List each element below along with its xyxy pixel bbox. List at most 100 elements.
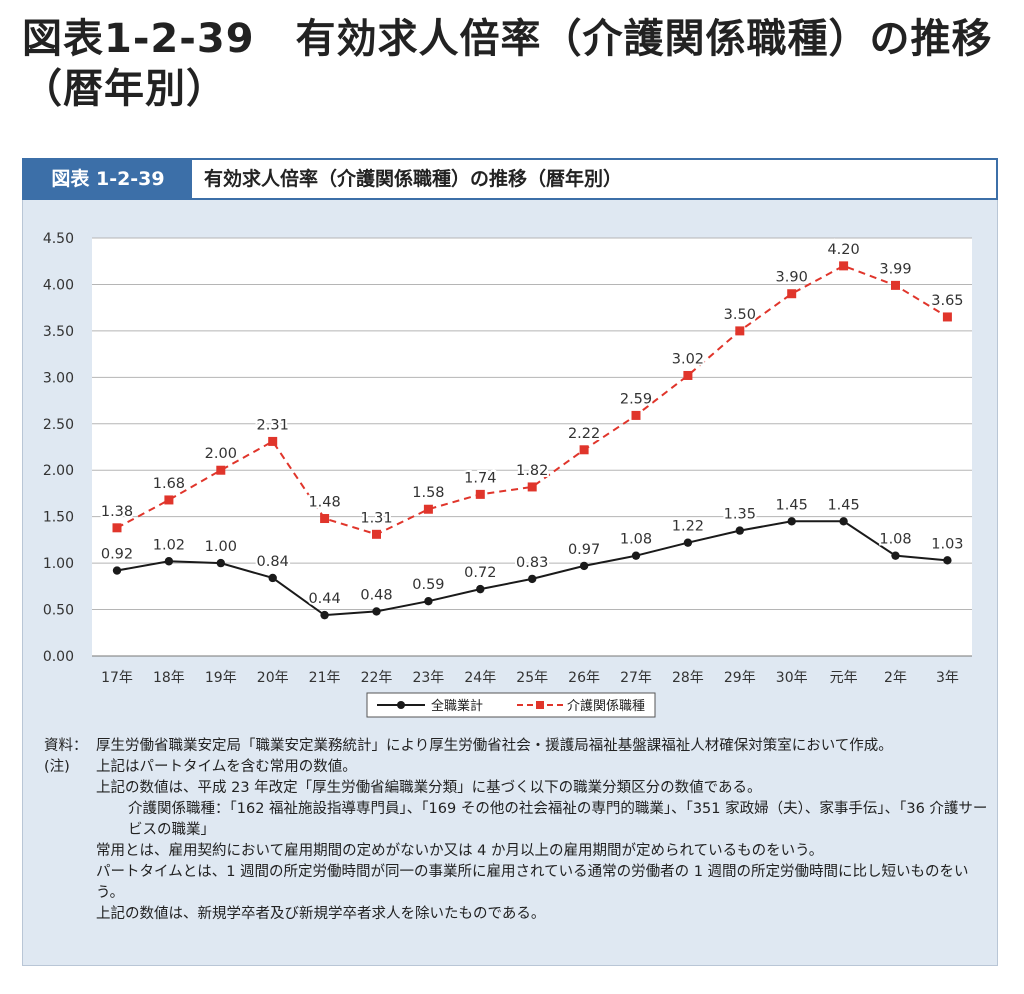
data-point-circle (943, 556, 952, 565)
series-line-2 (116, 264, 948, 536)
data-point-square (527, 482, 537, 492)
y-tick-label: 4.50 (43, 231, 74, 247)
data-label: 3.65 (931, 293, 963, 309)
source-head: 資料： (44, 738, 88, 754)
data-label: 0.83 (516, 555, 548, 571)
data-label: 1.03 (931, 536, 963, 552)
x-tick-label: 24年 (464, 670, 496, 686)
data-point-square (112, 523, 122, 533)
data-point-square (683, 370, 693, 380)
note-head: (注) (44, 759, 70, 775)
x-tick-label: 23年 (412, 670, 444, 686)
data-label: 0.92 (101, 547, 133, 563)
data-label: 2.22 (568, 426, 600, 442)
data-point-square (942, 312, 952, 322)
data-point-circle (787, 517, 796, 526)
data-label: 3.90 (776, 270, 808, 286)
source-body: 厚生労働省職業安定局「職業安定業務統計」により厚生労働省社会・援護局福祉基盤課福… (96, 738, 893, 754)
source-note: 資料： 厚生労働省職業安定局「職業安定業務統計」により厚生労働省社会・援護局福祉… (44, 736, 994, 757)
data-label: 1.38 (101, 504, 133, 520)
data-point-circle (164, 557, 174, 566)
x-tick-label: 30年 (776, 670, 808, 686)
data-label: 0.97 (568, 542, 600, 558)
chart-area: 0.00 0.50 1.00 1.50 2.00 2.50 3.00 3.50 4.00 4.50… (22, 204, 998, 724)
page-title: 図表1-2-39 有効求人倍率（介護関係職種）の推移（暦年別） (22, 16, 993, 112)
x-tick-label: 3年 (936, 670, 959, 686)
data-point-circle (839, 517, 848, 526)
data-label: 3.99 (879, 261, 911, 277)
x-tick-label: 21年 (309, 670, 341, 686)
x-tick-label: 26年 (568, 670, 600, 686)
data-point-square (787, 289, 797, 299)
data-point-square (423, 504, 433, 514)
x-tick-label: 28年 (672, 670, 704, 686)
note-6: 上記の数値は、新規学卒者及び新規学卒者求人を除いたものである。 (96, 906, 546, 922)
figure-caption: 有効求人倍率（介護関係職種）の推移（暦年別） (204, 168, 623, 190)
data-label: 1.58 (412, 485, 444, 501)
data-label: 1.02 (153, 537, 185, 553)
data-point-circle (579, 561, 589, 571)
data-point-circle (320, 610, 329, 620)
y-tick-label: 1.50 (43, 510, 74, 526)
data-label: 2.00 (205, 446, 237, 462)
data-label: 3.50 (724, 307, 756, 323)
data-point-square (891, 280, 900, 290)
data-label: 1.45 (827, 497, 859, 513)
y-tick-label: 2.50 (43, 417, 74, 433)
legend-label-2: 介護関係職種 (567, 698, 645, 714)
plot-background (92, 238, 972, 656)
y-tick-label: 3.00 (43, 370, 74, 386)
legend-marker-1 (397, 701, 405, 709)
data-label: 2.31 (257, 417, 289, 433)
data-point-circle (891, 551, 900, 560)
data-label: 2.59 (620, 391, 652, 407)
x-tick-label: 元年 (830, 670, 858, 686)
data-point-circle (268, 573, 277, 583)
y-tick-label: 2.00 (43, 463, 74, 479)
x-tick-label: 29年 (724, 670, 756, 686)
data-point-circle (683, 538, 693, 547)
data-point-circle (216, 558, 225, 568)
data-label: 0.84 (257, 554, 289, 570)
x-tick-label: 20年 (257, 670, 289, 686)
y-tick-label: 4.00 (43, 277, 74, 293)
x-tick-label: 27年 (620, 670, 652, 686)
data-point-circle (735, 526, 744, 535)
data-point-circle (476, 584, 485, 594)
data-label: 0.48 (360, 587, 392, 603)
notes: 資料： 厚生労働省職業安定局「職業安定業務統計」により厚生労働省社会・援護局福祉… (44, 736, 994, 925)
data-label: 1.08 (879, 532, 911, 548)
x-tick-label: 17年 (101, 670, 133, 686)
data-label: 1.35 (724, 507, 756, 523)
figure-number: 図表 1-2-39 (24, 160, 192, 198)
note-5: パートタイムとは、1 週間の所定労働時間が同一の事業所に雇用されている通常の労働… (96, 864, 969, 901)
line-chart: 0.00 0.50 1.00 1.50 2.00 2.50 3.00 3.50 4.00 4.50… (43, 231, 972, 718)
data-point-circle (112, 566, 122, 575)
data-label: 0.44 (308, 591, 340, 607)
x-tick-label: 18年 (153, 670, 185, 686)
data-point-square (320, 514, 330, 524)
data-label: 1.74 (464, 470, 496, 486)
data-label: 1.08 (620, 532, 652, 548)
data-label: 0.59 (412, 577, 444, 593)
data-point-square (631, 410, 641, 420)
y-tick-label: 1.00 (43, 556, 74, 572)
legend-marker-2 (536, 701, 544, 709)
note-2: 上記の数値は、平成 23 年改定「厚生労働省編職業分類」に基づく以下の職業分類区… (96, 780, 762, 796)
data-point-square (475, 489, 485, 499)
data-label: 1.45 (776, 497, 808, 513)
data-label: 1.00 (205, 539, 237, 555)
data-point-circle (631, 551, 641, 560)
data-point-square (839, 261, 849, 271)
note-4: 常用とは、雇用契約において雇用期間の定めがないか又は 4 か月以上の雇用期間が定… (96, 843, 824, 859)
data-label: 4.20 (827, 242, 859, 258)
x-tick-label: 2年 (884, 670, 907, 686)
y-tick-label: 0.50 (43, 603, 74, 619)
data-point-square (164, 495, 174, 505)
data-point-square (216, 465, 226, 475)
data-point-circle (424, 596, 433, 606)
data-point-square (372, 529, 381, 539)
data-label: 1.68 (153, 476, 185, 492)
data-point-square (268, 436, 278, 446)
legend-label-1: 全職業計 (431, 698, 483, 714)
